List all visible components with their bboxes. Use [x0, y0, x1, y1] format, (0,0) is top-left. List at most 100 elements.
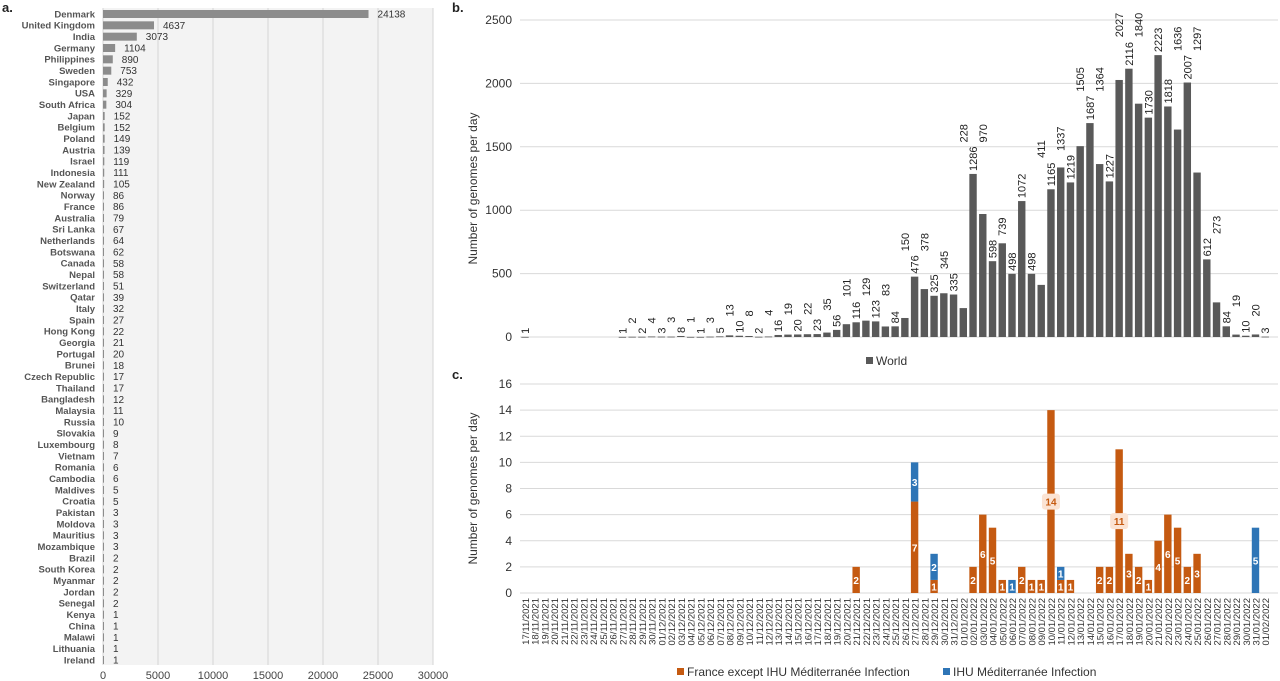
panel-a-x-tick-label: 5000: [146, 670, 170, 681]
panel-c-x-tick-label: 08/12/2021: [726, 598, 737, 646]
panel-b-bar: [1193, 172, 1201, 337]
panel-c-data-label: 1: [1058, 569, 1064, 580]
panel-a-category-label: Austria: [62, 145, 95, 156]
panel-b-bar: [1027, 273, 1036, 337]
panel-c-data-label: 2: [1019, 576, 1025, 587]
panel-b-bar: [910, 276, 919, 337]
panel-a-category-label: Singapore: [49, 77, 95, 88]
panel-c-data-label: 1: [1038, 582, 1044, 593]
panel-b-data-label: 1165: [1046, 163, 1058, 187]
panel-a-category-label: Russia: [64, 417, 96, 428]
panel-a-data-label: 86: [113, 202, 125, 213]
panel-b-legend-swatch: [866, 357, 873, 364]
panel-b-data-label: 2: [754, 328, 766, 334]
panel-b-data-label: 22: [802, 303, 814, 315]
panel-a-category-label: Ireland: [64, 655, 95, 666]
panel-a-data-label: 1: [113, 633, 119, 644]
panel-a-category-label: Sweden: [59, 66, 95, 77]
panel-a-data-label: 67: [113, 225, 125, 236]
panel-c-legend-label-ihu: IHU Méditerranée Infection: [953, 665, 1096, 679]
panel-a-category-label: Romania: [55, 463, 96, 474]
panel-a-bar: [103, 338, 104, 347]
panel-a-category-label: Netherlands: [40, 236, 95, 247]
panel-c-bar-ihu: [1008, 579, 1016, 593]
panel-b-data-label: 8: [676, 327, 688, 333]
panel-a-data-label: 2: [113, 565, 119, 576]
panel-c-x-tick-label: 11/01/2022: [1057, 598, 1068, 645]
panel-c-x-tick-label: 16/12/2021: [803, 598, 814, 646]
panel-a-bar: [103, 350, 104, 358]
panel-c-x-tick-label: 28/11/2021: [628, 598, 639, 645]
panel-b-data-label: 23: [812, 319, 824, 331]
panel-b-data-label: 19: [783, 303, 795, 315]
panel-c-y-tick-label: 10: [499, 455, 513, 469]
panel-b-bar: [1164, 106, 1172, 337]
panel-b-bar: [852, 322, 860, 337]
panel-a-data-label: 1: [113, 622, 119, 633]
panel-b-bar: [1183, 82, 1192, 338]
panel-c-x-tick-label: 10/01/2022: [1047, 598, 1058, 646]
panel-b-data-label: 20: [1251, 304, 1263, 316]
panel-b-legend-label: World: [876, 354, 907, 368]
panel-c-x-tick-label: 03/12/2021: [677, 598, 688, 646]
panel-a-data-label: 64: [113, 236, 125, 247]
panel-c-data-label: 3: [1126, 569, 1132, 580]
panel-c-x-tick-label: 30/11/2021: [648, 598, 659, 645]
panel-b-data-label: 10: [1241, 320, 1253, 332]
panel-c-bar-france: [1134, 566, 1143, 593]
panel-c-data-label: 1: [1146, 582, 1152, 593]
panel-a-category-label: New Zealand: [37, 179, 95, 190]
panel-a-category-label: Cambodia: [49, 474, 96, 485]
panel-b-data-label: 1286: [968, 146, 980, 170]
panel-c-x-tick-label: 14/01/2022: [1086, 598, 1097, 646]
panel-a-bar: [103, 622, 104, 630]
panel-c-x-tick-label: 10/12/2021: [745, 598, 756, 646]
panel-b-data-label: 2223: [1153, 28, 1165, 52]
panel-a-data-label: 6: [113, 474, 119, 485]
panel-c-x-tick-label: 24/12/2021: [881, 598, 892, 646]
panel-c-bar-france: [1066, 579, 1075, 593]
panel-c-x-tick-label: 20/12/2021: [842, 598, 853, 646]
panel-a-bar: [103, 554, 104, 562]
panel-a-bar: [103, 406, 104, 415]
panel-c-x-tick-label: 26/01/2022: [1203, 598, 1214, 646]
panel-c-data-label: 2: [1107, 576, 1113, 587]
panel-c-x-tick-label: 29/11/2021: [638, 598, 649, 645]
panel-b-bar: [1095, 164, 1104, 337]
panel-c-x-tick-label: 17/12/2021: [813, 598, 824, 646]
panel-b-bar: [628, 336, 636, 338]
panel-b-data-label: 612: [1202, 238, 1214, 256]
panel-b-data-label: 1: [520, 328, 532, 334]
panel-b-bar: [1057, 167, 1065, 337]
panel-a-data-label: 6: [113, 463, 119, 474]
panel-a-bar: [103, 214, 104, 222]
panel-a-bar: [103, 304, 104, 313]
panel-a-category-label: Brazil: [69, 553, 95, 564]
panel-c-x-tick-label: 02/12/2021: [667, 598, 678, 646]
panel-c-data-label: 2: [970, 576, 976, 587]
panel-c-data-label: 3: [912, 478, 918, 489]
panel-c-x-tick-label: 15/01/2022: [1096, 598, 1107, 646]
panel-b-data-label: 1687: [1085, 96, 1097, 120]
panel-a-data-label: 890: [122, 55, 139, 66]
panel-b-bar: [832, 329, 841, 337]
panel-a-data-label: 11: [113, 406, 124, 417]
panel-c-data-label: 1: [1058, 582, 1064, 593]
panel-a-data-label: 152: [114, 123, 131, 134]
panel-b-bar: [969, 173, 977, 337]
panel-a-data-label: 5: [113, 497, 119, 508]
panel-c-data-label: 11: [1114, 517, 1125, 528]
panel-a-bar: [103, 21, 155, 30]
panel-c-bar-france: [852, 566, 860, 593]
panel-b-data-label: 3: [705, 317, 717, 323]
panel-b-bar: [716, 336, 724, 338]
panel-a-data-label: 1104: [124, 44, 146, 55]
panel-a-bar: [103, 316, 104, 324]
panel-c-label: c.: [452, 367, 463, 382]
panel-a-bar: [103, 542, 104, 551]
panel-a-data-label: 149: [114, 134, 131, 145]
panel-a-bar: [103, 486, 104, 494]
panel-c-x-tick-label: 21/12/2021: [852, 598, 863, 646]
panel-b-bar: [657, 336, 666, 338]
panel-c-x-tick-label: 19/11/2021: [540, 598, 551, 645]
